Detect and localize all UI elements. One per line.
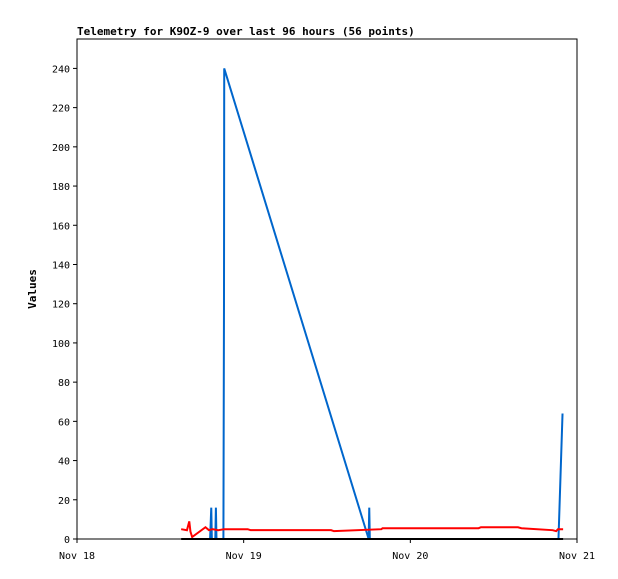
x-tick-label: Nov 18 — [59, 551, 95, 562]
y-tick-label: 200 — [52, 143, 70, 154]
series-layer — [181, 68, 564, 540]
y-axis: 0 20 40 60 80 100 120 140 160 180 200 220 240 — [52, 64, 77, 546]
plot-frame — [76, 38, 578, 540]
y-tick-label: 0 — [64, 535, 70, 546]
y-axis-label: Values — [26, 269, 39, 309]
y-tick-label: 40 — [58, 457, 70, 468]
y-tick-label: 80 — [58, 378, 70, 389]
x-axis: Nov 18 Nov 19 Nov 20 Nov 21 — [59, 539, 595, 562]
y-tick-label: 220 — [52, 104, 70, 115]
chart-title: Telemetry for K9OZ-9 over last 96 hours … — [77, 25, 415, 38]
y-tick-label: 140 — [52, 260, 70, 271]
x-tick-label: Nov 20 — [392, 551, 428, 562]
y-tick-label: 120 — [52, 300, 70, 311]
series-line-2 — [181, 521, 564, 539]
series-line-1 — [181, 68, 564, 540]
y-tick-label: 20 — [58, 496, 70, 507]
y-tick-label: 60 — [58, 417, 70, 428]
y-tick-label: 240 — [52, 64, 70, 75]
x-tick-label: Nov 19 — [226, 551, 262, 562]
y-tick-label: 160 — [52, 221, 70, 232]
x-tick-label: Nov 21 — [559, 551, 595, 562]
y-tick-label: 180 — [52, 182, 70, 193]
y-tick-label: 100 — [52, 339, 70, 350]
